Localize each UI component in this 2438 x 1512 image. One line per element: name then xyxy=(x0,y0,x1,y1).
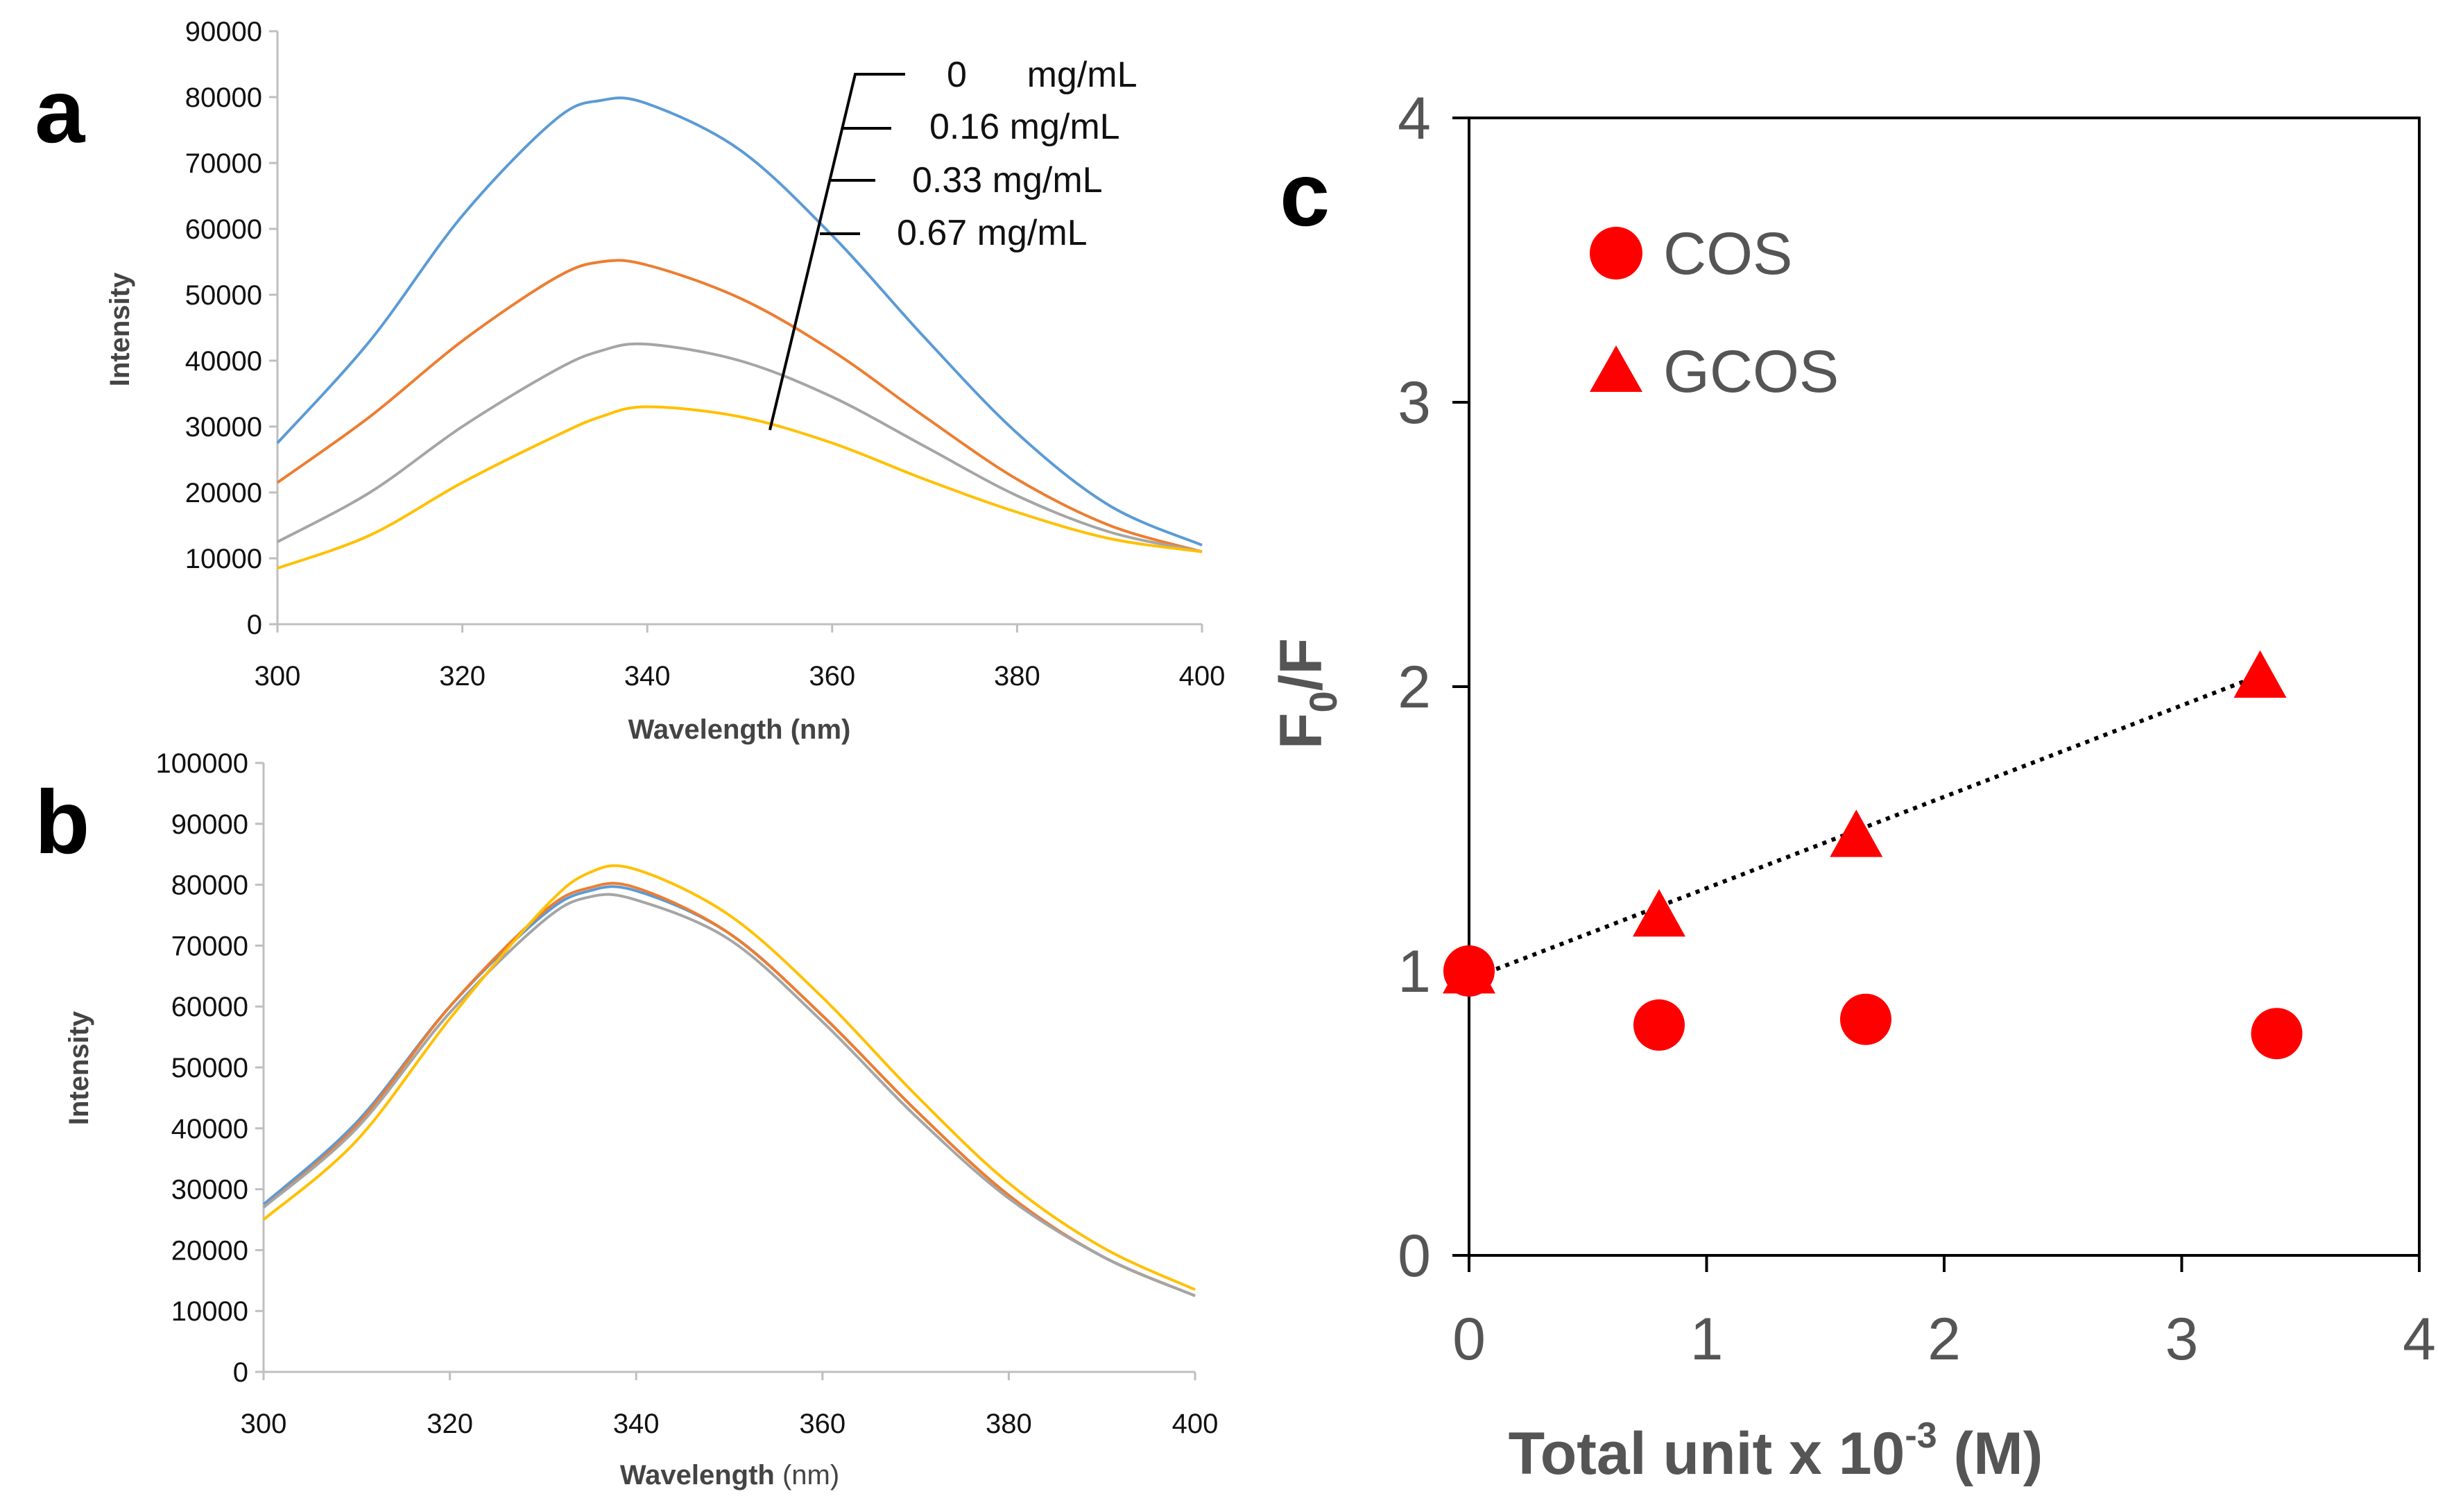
chart-a-x-axis-title: Wavelength (nm) xyxy=(628,714,851,745)
chart-c-y-tick-labels: 0 1 2 3 4 xyxy=(1398,85,1431,1289)
legend-cos-marker xyxy=(1590,227,1642,280)
chart-c-x-tick-labels: 0 1 2 3 4 xyxy=(1452,1306,2436,1373)
chart-b-x-tick-labels: 300 320 340 360 380 400 xyxy=(241,1372,1219,1439)
chart-b-x-axis-title-unit: (nm) xyxy=(775,1460,839,1490)
chart-a-series-line-3 xyxy=(277,405,1203,570)
chart-c-x-tick-label: 0 xyxy=(1452,1306,1486,1373)
chart-b-y-tick-label: 60000 xyxy=(171,992,248,1022)
chart-b-x-axis-title: Wavelength (nm) xyxy=(620,1460,839,1490)
chart-a-series-line-2 xyxy=(277,342,1203,553)
chart-c-point-gcos xyxy=(2233,650,2287,698)
chart-c-ticks xyxy=(1452,117,2421,1272)
chart-b: 0 10000 20000 30000 40000 50000 60000 70000 8000… xyxy=(64,748,1218,1490)
chart-b-series xyxy=(262,864,1196,1298)
chart-a-y-tick-label: 60000 xyxy=(185,214,262,245)
chart-c-x-tick-label: 2 xyxy=(1928,1306,1961,1373)
chart-b-y-tick-label: 20000 xyxy=(171,1235,248,1266)
chart-b-x-tick-label: 340 xyxy=(613,1409,660,1439)
chart-a-y-axis-title: Intensity xyxy=(105,272,135,386)
chart-c-x-tick-label: 1 xyxy=(1690,1306,1724,1373)
chart-b-y-tick-label: 90000 xyxy=(171,809,248,840)
chart-b-y-tick-label: 10000 xyxy=(171,1296,248,1327)
chart-b-x-tick-label: 360 xyxy=(799,1409,845,1439)
chart-c-y-axis-title-main: F xyxy=(1268,713,1334,750)
chart-c-point-gcos xyxy=(1830,809,1883,857)
legend-cos-label: COS xyxy=(1663,221,1792,287)
chart-a-annotation-label-2: 0.16 mg/mL xyxy=(929,107,1120,147)
chart-c-y-tick-label: 2 xyxy=(1398,654,1431,721)
chart-c-x-tick-label: 3 xyxy=(2165,1306,2199,1373)
chart-b-y-tick-label: 30000 xyxy=(171,1175,248,1205)
chart-c-x-tick-label: 4 xyxy=(2403,1306,2436,1373)
chart-a-y-tick-label: 50000 xyxy=(185,280,262,311)
chart-c-y-tick-label: 1 xyxy=(1398,938,1431,1005)
chart-b-series-line-3 xyxy=(262,864,1196,1291)
chart-a-y-tick-label: 20000 xyxy=(185,478,262,508)
chart-b-x-tick-label: 320 xyxy=(427,1409,473,1439)
chart-a-y-tick-label: 10000 xyxy=(185,544,262,574)
panel-letter-a: a xyxy=(35,60,86,162)
chart-b-y-tick-label: 70000 xyxy=(171,931,248,961)
chart-a-series-line-1 xyxy=(276,259,1203,553)
chart-c-points xyxy=(1443,650,2303,1060)
chart-a-x-tick-labels: 300 320 340 360 380 400 xyxy=(255,624,1226,691)
chart-b-series-line-1 xyxy=(262,882,1196,1298)
chart-c-y-axis-title-rest: /F xyxy=(1268,638,1334,691)
chart-c-y-tick-label: 3 xyxy=(1398,370,1431,436)
chart-c-y-axis-title: F0/F xyxy=(1268,638,1345,749)
chart-a: 0 10000 20000 30000 40000 50000 60000 70000 8000… xyxy=(105,17,1225,745)
chart-a-y-tick-label: 0 xyxy=(247,610,262,640)
chart-b-y-axis-title: Intensity xyxy=(64,1011,94,1125)
chart-c-x-axis-title: Total unit x 10-3 (M) xyxy=(1509,1416,2043,1487)
chart-c-point-gcos xyxy=(1443,946,1495,994)
chart-a-y-tick-label: 30000 xyxy=(185,412,262,443)
chart-c-point-cos xyxy=(2251,1008,2303,1060)
chart-b-y-tick-label: 0 xyxy=(233,1357,248,1388)
chart-c-x-axis-title-exponent: -3 xyxy=(1905,1416,1937,1456)
chart-b-series-line-0 xyxy=(262,885,1196,1298)
chart-c-point-gcos xyxy=(1633,889,1685,937)
chart-b-y-tick-label: 100000 xyxy=(156,748,248,779)
chart-a-series-line-0 xyxy=(276,96,1203,547)
legend-gcos-label: GCOS xyxy=(1663,338,1839,405)
chart-b-y-tick-label: 80000 xyxy=(171,870,248,901)
chart-a-x-tick-label: 320 xyxy=(439,661,486,691)
chart-a-x-tick-label: 340 xyxy=(624,661,671,691)
chart-c-point-cos xyxy=(1633,999,1685,1051)
chart-a-annotation-label-4: 0.67 mg/mL xyxy=(897,213,1088,253)
panel-letter-b: b xyxy=(35,771,89,873)
chart-c-x-axis-title-unit: (M) xyxy=(1937,1420,2043,1487)
chart-b-y-tick-label: 40000 xyxy=(171,1114,248,1144)
chart-a-y-tick-label: 40000 xyxy=(185,346,262,377)
chart-a-x-tick-label: 380 xyxy=(994,661,1040,691)
chart-b-x-axis-title-main: Wavelength xyxy=(620,1460,775,1490)
chart-c-point-cos xyxy=(1839,993,1891,1045)
chart-b-x-tick-label: 380 xyxy=(986,1409,1032,1439)
chart-c-x-axis-title-main: Total unit x 10 xyxy=(1509,1420,1905,1487)
chart-b-x-tick-label: 300 xyxy=(241,1409,287,1439)
chart-b-y-tick-labels: 0 10000 20000 30000 40000 50000 60000 70000 8000… xyxy=(156,748,264,1388)
chart-a-y-tick-labels: 0 10000 20000 30000 40000 50000 60000 70000 8000… xyxy=(185,17,277,640)
chart-b-y-tick-label: 50000 xyxy=(171,1053,248,1083)
chart-c-y-tick-label: 4 xyxy=(1398,85,1431,152)
chart-a-y-tick-label: 90000 xyxy=(185,17,262,47)
chart-c: 0 1 2 3 4 0 1 2 3 4 COS GCOS Total unit x 10-3 (… xyxy=(1268,85,2436,1487)
chart-c-y-axis-title-subscript: 0 xyxy=(1301,691,1345,712)
chart-c-y-tick-label: 0 xyxy=(1398,1223,1431,1289)
chart-b-series-line-2 xyxy=(262,893,1196,1298)
chart-a-x-tick-label: 400 xyxy=(1179,661,1226,691)
chart-a-annotation-label-3: 0.33 mg/mL xyxy=(912,160,1103,200)
chart-a-annotation-label-1: 0 mg/mL xyxy=(947,55,1138,95)
chart-a-x-tick-label: 300 xyxy=(255,661,301,691)
chart-b-x-tick-label: 400 xyxy=(1172,1409,1219,1439)
panel-letter-c: c xyxy=(1280,144,1330,245)
chart-a-y-tick-label: 70000 xyxy=(185,148,262,179)
legend-gcos-marker xyxy=(1590,345,1642,392)
chart-a-y-tick-label: 80000 xyxy=(185,83,262,113)
chart-a-series xyxy=(276,96,1203,570)
chart-a-x-tick-label: 360 xyxy=(809,661,855,691)
